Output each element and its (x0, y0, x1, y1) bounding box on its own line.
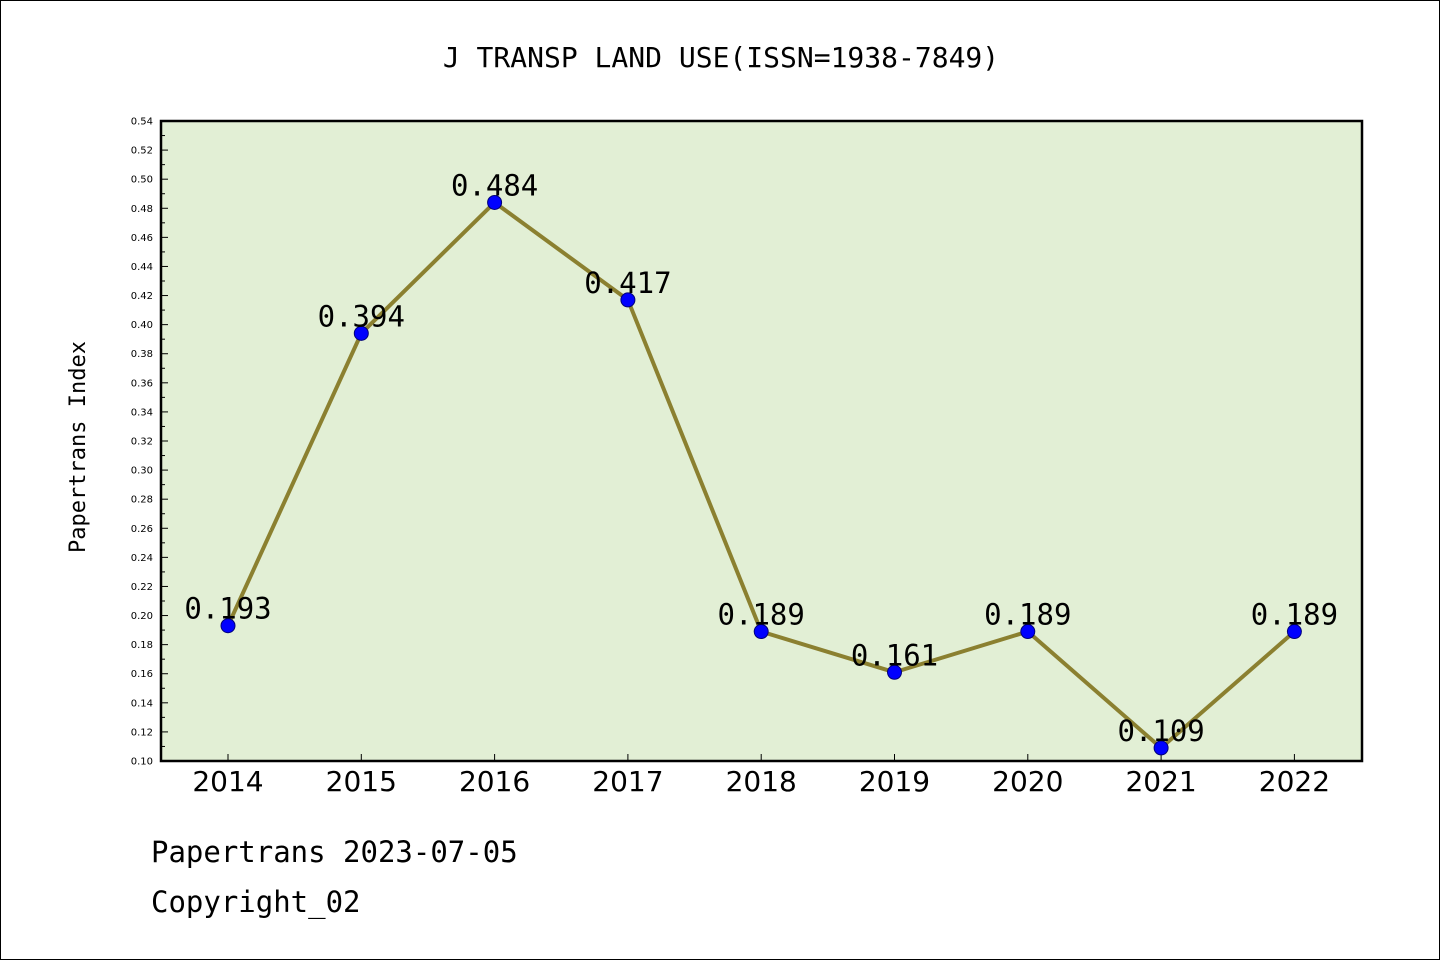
x-tick-label: 2016 (459, 765, 530, 798)
y-tick-label: 0.48 (131, 204, 153, 215)
data-label: 0.394 (318, 299, 405, 333)
y-tick-label: 0.54 (131, 117, 153, 128)
y-tick-label: 0.22 (131, 582, 153, 593)
y-axis: 0.10 0.12 0.14 0.16 0.18 0.20 0.22 0.24 0.26 0.28… (131, 117, 168, 768)
y-tick-label: 0.14 (131, 698, 153, 709)
y-tick-label: 0.30 (131, 466, 153, 477)
y-tick-label: 0.36 (131, 378, 153, 389)
data-label: 0.189 (718, 598, 805, 632)
y-tick-label: 0.42 (131, 291, 153, 302)
x-tick-label: 2022 (1259, 765, 1330, 798)
x-tick-label: 2017 (592, 765, 663, 798)
y-tick-label: 0.34 (131, 407, 153, 418)
y-tick-label: 0.50 (131, 175, 153, 186)
data-point (1153, 740, 1169, 756)
x-tick-label: 2020 (992, 765, 1063, 798)
x-tick-label: 2015 (326, 765, 397, 798)
data-point (487, 194, 503, 210)
data-point (220, 618, 236, 634)
data-label: 0.193 (184, 592, 271, 626)
y-tick-label: 0.26 (131, 524, 153, 535)
data-label: 0.189 (984, 598, 1071, 632)
data-label: 0.189 (1251, 598, 1338, 632)
y-tick-label: 0.44 (131, 262, 153, 273)
y-tick-label: 0.52 (131, 146, 153, 157)
y-tick-label: 0.12 (131, 727, 153, 738)
data-point (887, 664, 902, 680)
data-label: 0.484 (451, 168, 538, 202)
footer-copyright: Copyright_02 (151, 885, 361, 919)
data-point (353, 325, 369, 341)
data-label: 0.161 (851, 638, 938, 672)
y-axis-label: Papertrans Index (66, 341, 91, 553)
chart-title: J TRANSP LAND USE(ISSN=1938-7849) (443, 41, 999, 74)
data-label: 0.417 (584, 266, 671, 300)
x-tick-label: 2018 (726, 765, 797, 798)
data-point (1286, 624, 1302, 640)
plot-border (159, 119, 1364, 763)
x-tick-label: 2021 (1125, 765, 1196, 798)
y-tick-label: 0.38 (131, 349, 153, 360)
plot-area (161, 121, 1362, 761)
footer-source: Papertrans 2023-07-05 (151, 835, 518, 869)
y-tick-label: 0.16 (131, 669, 153, 680)
data-label: 0.109 (1117, 714, 1204, 748)
y-tick-label: 0.20 (131, 611, 153, 622)
x-axis: 2014 2015 2016 2017 2018 2019 2020 2021 2022 (192, 754, 1330, 798)
y-tick-label: 0.28 (131, 495, 153, 506)
data-point (1020, 624, 1036, 640)
data-label-layer: 0.193 0.394 0.484 0.417 0.189 0.161 0.189 0.109… (184, 168, 1338, 747)
x-tick-label: 2014 (192, 765, 263, 798)
data-point (753, 624, 769, 640)
y-tick-label: 0.24 (131, 553, 153, 564)
data-point (620, 292, 636, 308)
y-tick-label: 0.32 (131, 437, 153, 448)
x-tick-label: 2019 (859, 765, 930, 798)
y-tick-label: 0.18 (131, 640, 153, 651)
series-layer (220, 194, 1302, 756)
y-tick-label: 0.10 (131, 757, 153, 768)
y-tick-label: 0.46 (131, 233, 153, 244)
y-tick-label: 0.40 (131, 320, 153, 331)
